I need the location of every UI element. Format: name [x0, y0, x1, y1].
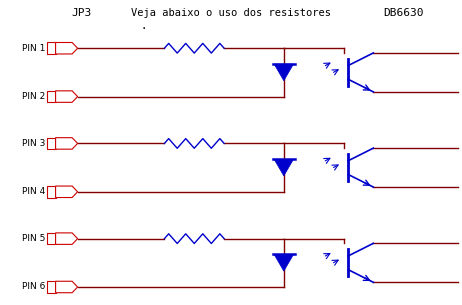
- Polygon shape: [274, 254, 293, 271]
- Polygon shape: [55, 233, 78, 244]
- Text: PIN 1: PIN 1: [22, 44, 45, 53]
- Bar: [47, 91, 55, 102]
- Polygon shape: [55, 91, 78, 102]
- Text: PIN 4: PIN 4: [22, 187, 45, 196]
- Polygon shape: [274, 159, 293, 176]
- Text: .: .: [141, 18, 146, 32]
- Text: PIN 3: PIN 3: [22, 139, 45, 148]
- Polygon shape: [55, 281, 78, 293]
- Bar: [47, 42, 55, 54]
- Text: Veja abaixo o uso dos resistores: Veja abaixo o uso dos resistores: [131, 9, 331, 19]
- Bar: [47, 138, 55, 149]
- Polygon shape: [55, 42, 78, 54]
- Text: DB6630: DB6630: [383, 9, 424, 19]
- Text: PIN 5: PIN 5: [22, 234, 45, 243]
- Bar: [47, 281, 55, 293]
- Text: JP3: JP3: [72, 9, 92, 19]
- Polygon shape: [55, 138, 78, 149]
- Bar: [47, 233, 55, 244]
- Polygon shape: [55, 186, 78, 198]
- Bar: [47, 186, 55, 198]
- Polygon shape: [274, 64, 293, 81]
- Text: PIN 6: PIN 6: [22, 282, 45, 292]
- Text: PIN 2: PIN 2: [22, 92, 45, 101]
